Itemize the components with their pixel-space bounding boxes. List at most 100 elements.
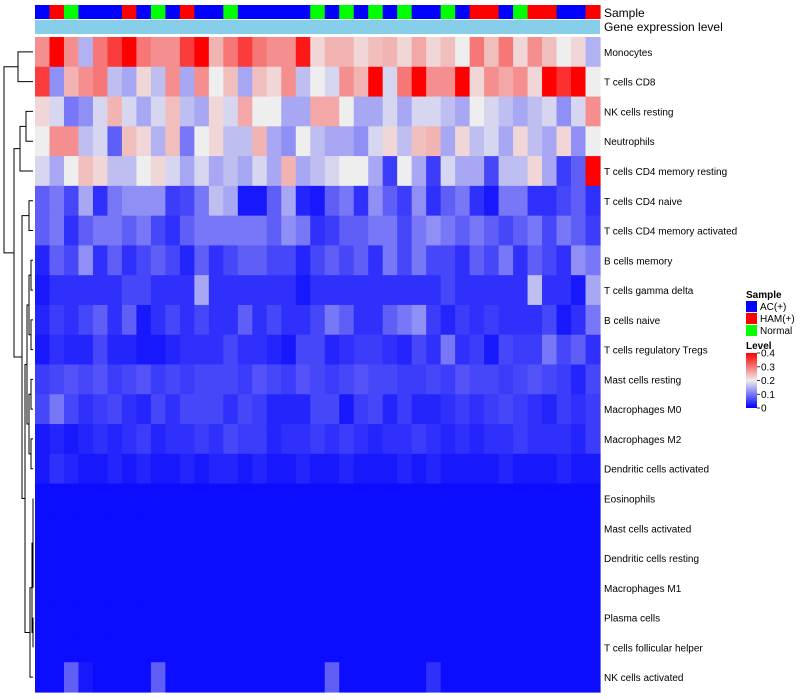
row-label: T cells regulatory Tregs [604,346,708,357]
heatmap-cell [107,156,123,187]
heatmap-cell [208,126,224,157]
row-labels: Monocytes T cells CD8 NK cells resting Neut… [604,48,737,684]
heatmap-cell [498,602,514,634]
heatmap-cell [150,156,166,187]
heatmap-cell [411,632,427,663]
sample-annotation-cell [382,5,398,19]
heatmap-cell [469,453,485,485]
heatmap-cell [556,662,572,693]
heatmap-cell [179,215,195,247]
heatmap-cell [455,543,471,574]
heatmap-cell [136,572,152,604]
heatmap-cell [368,334,384,366]
dendrogram-branch [25,110,33,142]
heatmap-cell [208,483,224,514]
heatmap-cell [484,126,500,157]
heatmap-cell [121,364,138,395]
heatmap-cell [179,66,195,98]
heatmap-cell [92,483,109,514]
heatmap-cell [92,513,109,544]
heatmap-cell [121,662,138,693]
heatmap-cell [266,364,282,395]
heatmap-cell [165,156,181,187]
heatmap-cell [455,96,471,127]
heatmap-cell [136,543,152,574]
heatmap-cell [339,304,355,336]
sample-annotation-cell [397,5,413,19]
row-label: Neutrophils [604,137,655,148]
heatmap-cell [78,602,94,634]
heatmap-cell [165,453,181,485]
heatmap-cell [237,275,253,306]
heatmap-cell [136,394,152,425]
heatmap-cell [556,572,572,604]
heatmap-cell [194,245,210,276]
heatmap-cell [527,364,543,395]
heatmap-cell [35,275,51,306]
sample-legend-title: Sample [746,290,782,301]
heatmap-cell [237,394,253,425]
heatmap-cell [527,96,543,127]
heatmap-cell [208,513,224,544]
heatmap-cell [426,632,442,663]
heatmap-cell [556,96,572,127]
sample-annotation-cell [194,5,210,19]
heatmap-cell [107,662,123,693]
row-label: T cells follicular helper [604,643,703,654]
heatmap-cell [150,185,166,217]
heatmap-cell [513,245,529,276]
heatmap-cell [237,543,253,574]
heatmap-cell [382,424,398,455]
heatmap-cell [252,394,268,425]
heatmap-cell [252,543,268,574]
heatmap-cell [179,364,195,395]
heatmap-cell [498,394,514,425]
heatmap-cell [382,275,398,306]
heatmap-cell [179,185,195,217]
heatmap-cell [324,215,340,247]
heatmap-cell [585,394,601,425]
heatmap-cell [513,275,529,306]
heatmap-cell [237,245,253,276]
heatmap-cell [382,662,398,693]
heatmap-cell [237,96,253,127]
heatmap-cell [35,37,51,68]
heatmap-cell [63,632,80,663]
heatmap-cell [295,126,311,157]
heatmap-cell [252,96,268,127]
heatmap-cell [107,543,123,574]
heatmap-cell [35,424,51,455]
heatmap-cell [223,424,239,455]
heatmap-cell [107,126,123,157]
heatmap-cell [208,185,224,217]
level-legend-label: 0.2 [761,376,775,387]
row-label: NK cells activated [604,673,683,684]
row-label: B cells memory [604,256,672,267]
heatmap-cell [49,364,65,395]
heatmap-cell [165,304,181,336]
heatmap-cell [411,37,427,68]
heatmap-cell [339,96,355,127]
heatmap-cell [63,156,80,187]
heatmap-cell [571,245,587,276]
heatmap-cell [585,483,601,514]
heatmap-cell [194,66,210,98]
heatmap-cell [513,215,529,247]
heatmap-cell [382,543,398,574]
heatmap-cell [397,513,413,544]
heatmap-cell [49,453,65,485]
heatmap-cell [35,96,51,127]
heatmap-cell [556,245,572,276]
heatmap-cell [223,156,239,187]
heatmap-cell [78,632,94,663]
heatmap-cell [63,483,80,514]
heatmap-cell [353,424,369,455]
sample-annotation-cell [92,5,109,19]
heatmap-cell [368,156,384,187]
heatmap-cell [527,602,543,634]
heatmap-cell [281,364,297,395]
heatmap-cell [339,572,355,604]
heatmap-cell [165,334,181,366]
sample-annotation-cell [310,5,326,19]
heatmap-cell [542,156,558,187]
